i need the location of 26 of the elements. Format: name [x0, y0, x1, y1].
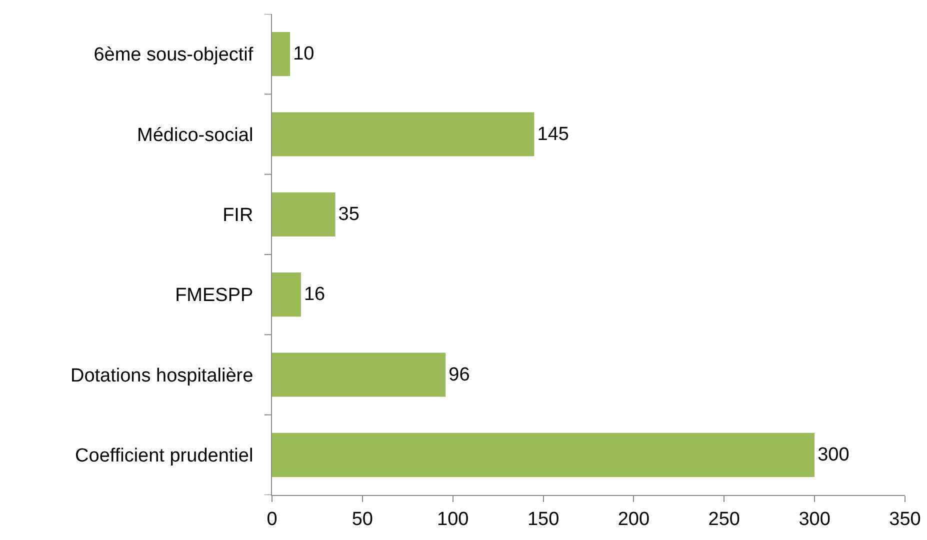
x-tick-label: 0 [266, 508, 278, 530]
data-label: 300 [818, 444, 850, 466]
y-tick-label: FMESPP [175, 285, 254, 306]
data-label: 10 [293, 44, 314, 65]
data-label: 16 [304, 284, 326, 306]
data-label: 145 [537, 124, 569, 145]
data-label: 96 [448, 364, 470, 386]
bar [272, 32, 290, 76]
bar [272, 272, 301, 317]
bar [272, 112, 534, 156]
x-tick-label: 250 [708, 508, 740, 530]
bar [272, 352, 446, 397]
x-tick-label: 150 [527, 508, 560, 530]
bar [272, 192, 336, 236]
bar [272, 432, 815, 477]
x-tick-label: 50 [352, 508, 373, 530]
x-tick-label: 350 [889, 508, 921, 530]
y-tick-label: FIR [222, 205, 254, 226]
x-tick-label: 200 [618, 508, 650, 530]
y-tick-label: Dotations hospitalière [70, 365, 254, 386]
x-tick-label: 100 [437, 508, 469, 530]
data-label: 35 [338, 204, 360, 225]
y-tick-label: Coefficient prudentiel [75, 446, 254, 467]
y-tick-label: Médico-social [137, 124, 254, 146]
y-tick-label: 6ème sous-objectif [94, 44, 254, 66]
x-tick-label: 300 [798, 508, 830, 530]
